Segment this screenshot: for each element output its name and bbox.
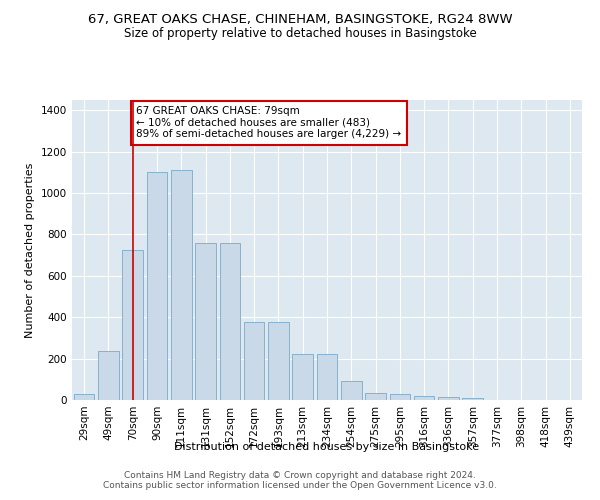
Text: Contains HM Land Registry data © Crown copyright and database right 2024.
Contai: Contains HM Land Registry data © Crown c… [103, 470, 497, 490]
Bar [341, 382, 362, 400]
Bar [220, 243, 240, 400]
Bar [414, 396, 434, 400]
Text: 67, GREAT OAKS CHASE, CHINEHAM, BASINGSTOKE, RG24 8WW: 67, GREAT OAKS CHASE, CHINEHAM, BASINGST… [88, 12, 512, 26]
Bar [317, 354, 337, 400]
Y-axis label: Number of detached properties: Number of detached properties [25, 162, 35, 338]
Text: Distribution of detached houses by size in Basingstoke: Distribution of detached houses by size … [175, 442, 479, 452]
Bar [438, 397, 459, 400]
Bar [98, 352, 119, 400]
Bar [195, 243, 216, 400]
Bar [74, 394, 94, 400]
Text: Size of property relative to detached houses in Basingstoke: Size of property relative to detached ho… [124, 28, 476, 40]
Bar [365, 393, 386, 400]
Bar [171, 170, 191, 400]
Bar [463, 398, 483, 400]
Bar [292, 354, 313, 400]
Text: 67 GREAT OAKS CHASE: 79sqm
← 10% of detached houses are smaller (483)
89% of sem: 67 GREAT OAKS CHASE: 79sqm ← 10% of deta… [136, 106, 401, 140]
Bar [244, 322, 265, 400]
Bar [268, 322, 289, 400]
Bar [389, 394, 410, 400]
Bar [122, 250, 143, 400]
Bar [146, 172, 167, 400]
